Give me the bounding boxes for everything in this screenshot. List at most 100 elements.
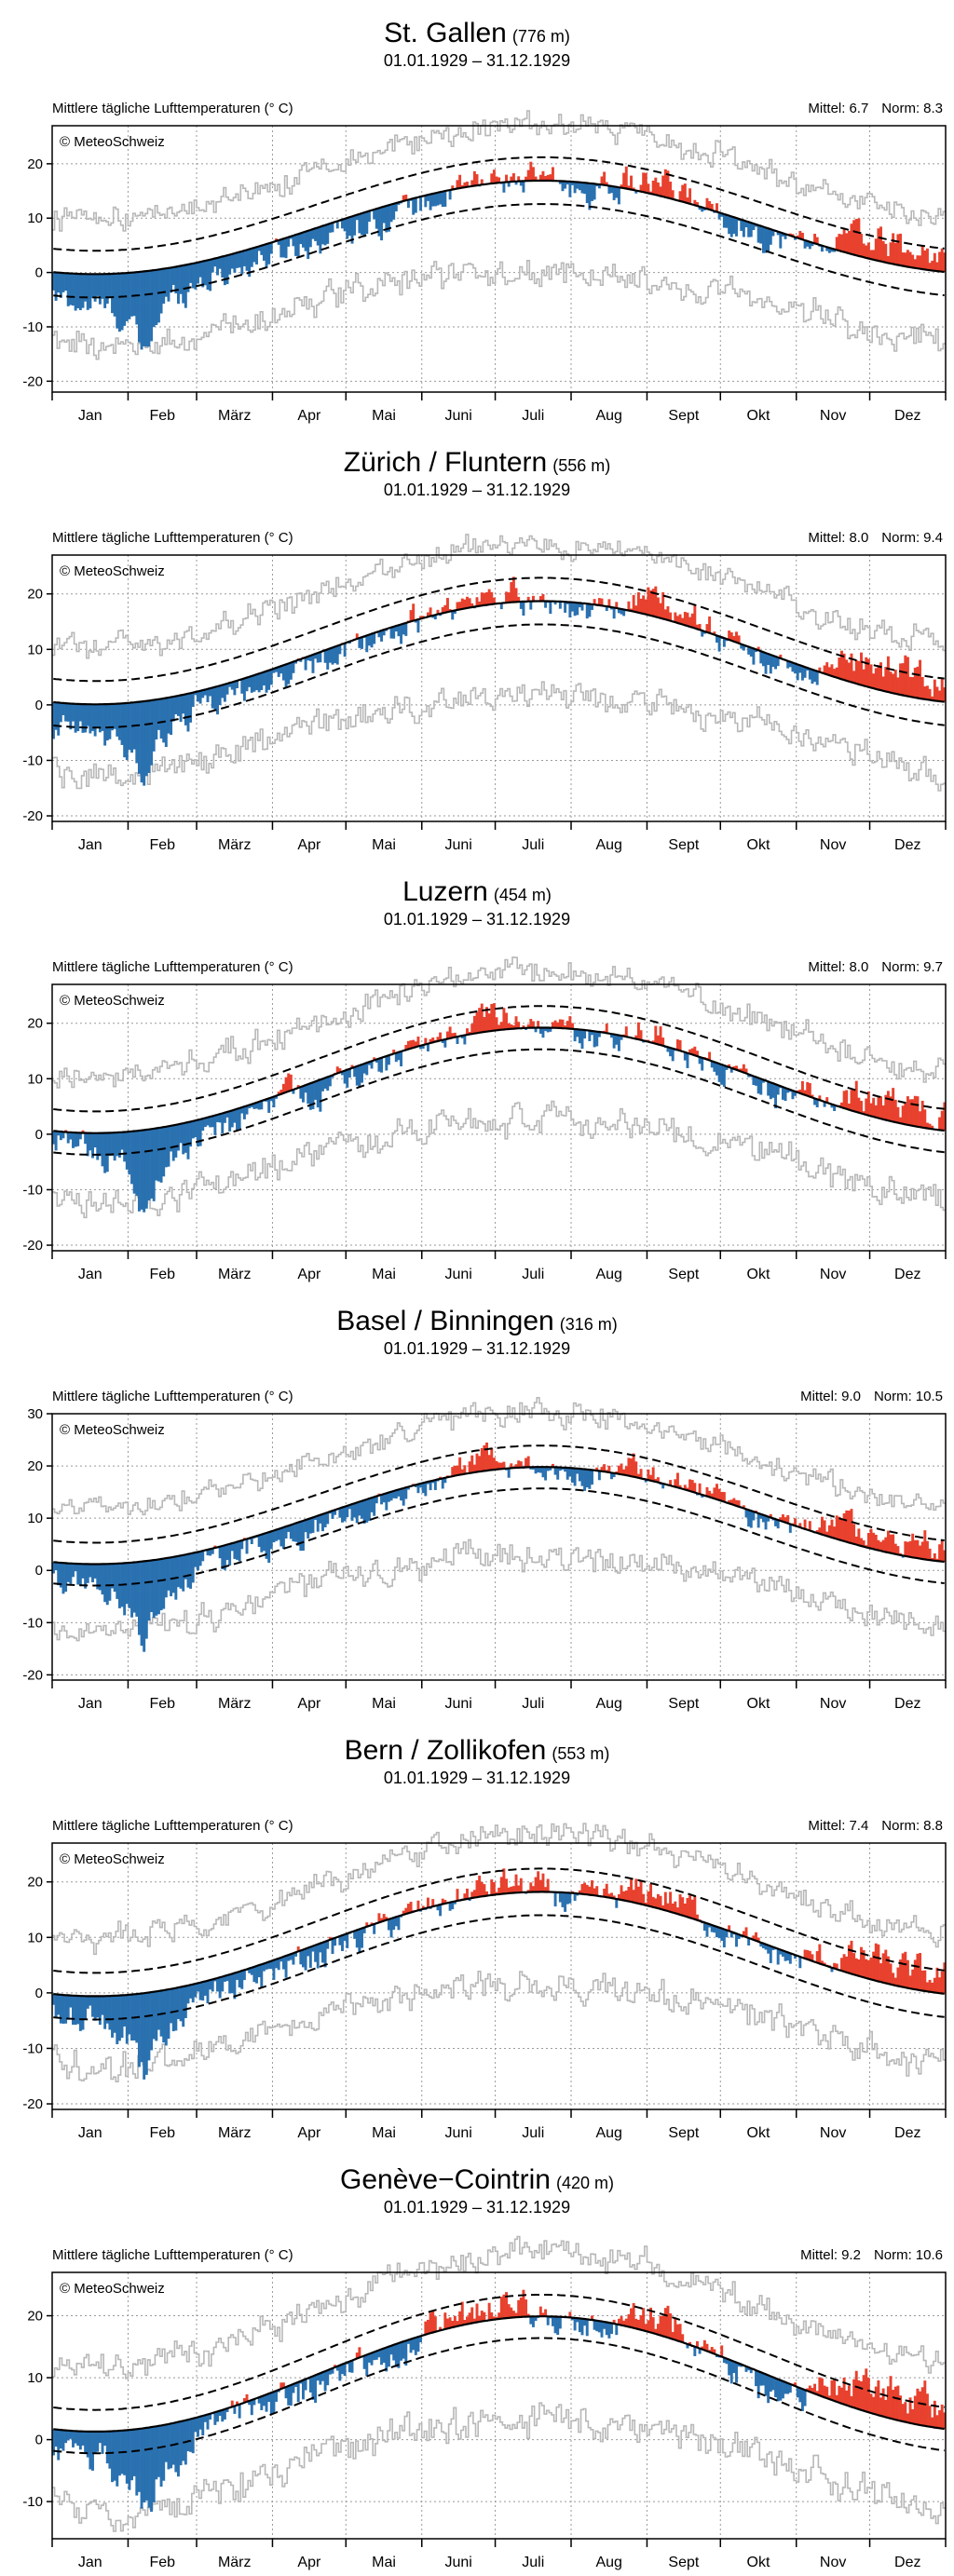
warm-anomaly-bar <box>919 659 922 698</box>
cold-anomaly-bar <box>546 1467 550 1471</box>
cold-anomaly-bar <box>135 2429 139 2496</box>
warm-anomaly-bar <box>845 1510 849 1542</box>
warm-anomaly-bar <box>556 1022 560 1028</box>
cold-anomaly-bar <box>267 1098 271 1113</box>
cold-anomaly-bar <box>448 190 452 200</box>
cold-anomaly-bar <box>143 271 146 346</box>
cold-anomaly-bar <box>213 1115 217 1135</box>
warm-anomaly-bar <box>404 1044 408 1051</box>
warm-anomaly-bar <box>713 1487 716 1499</box>
warm-anomaly-bar <box>840 2387 843 2404</box>
cold-anomaly-bar <box>742 644 745 651</box>
warm-anomaly-bar <box>519 1878 523 1893</box>
y-tick-label: 0 <box>35 698 43 713</box>
cold-anomaly-bar <box>833 1105 837 1111</box>
cold-anomaly-bar <box>91 704 94 731</box>
warm-anomaly-bar <box>908 1099 912 1126</box>
cold-anomaly-bar <box>84 1564 88 1589</box>
cold-anomaly-bar <box>111 1996 114 2038</box>
cold-anomaly-bar <box>240 679 244 694</box>
warm-anomaly-bar <box>485 1891 488 1896</box>
warm-anomaly-bar <box>705 197 709 210</box>
warm-anomaly-bar <box>818 2377 822 2396</box>
cold-anomaly-bar <box>693 2346 697 2356</box>
cold-anomaly-bar <box>194 2418 198 2433</box>
warm-anomaly-bar <box>788 233 792 236</box>
warm-anomaly-bar <box>593 1888 596 1896</box>
warm-anomaly-bar <box>852 220 856 255</box>
warm-anomaly-bar <box>713 631 716 635</box>
warm-anomaly-bar <box>358 2347 361 2358</box>
cold-anomaly-bar <box>167 1557 170 1591</box>
cold-anomaly-bar <box>203 261 207 286</box>
cold-anomaly-bar <box>767 2375 770 2404</box>
warm-anomaly-bar <box>460 598 464 609</box>
warm-anomaly-bar <box>663 609 667 620</box>
cold-anomaly-bar <box>549 1027 552 1032</box>
warm-anomaly-bar <box>511 1886 515 1893</box>
warm-anomaly-bar <box>698 1483 702 1495</box>
cold-anomaly-bar <box>177 2421 180 2477</box>
cold-anomaly-bar <box>392 626 396 639</box>
warm-anomaly-bar <box>854 1080 858 1112</box>
warm-anomaly-bar <box>492 1457 496 1471</box>
cold-anomaly-bar <box>529 1467 533 1470</box>
cold-anomaly-bar <box>578 2318 581 2333</box>
y-axis-label: Mittlere tägliche Lufttemperaturen (° C) <box>52 1389 293 1404</box>
cold-anomaly-bar <box>265 671 268 693</box>
cold-anomaly-bar <box>612 1472 616 1478</box>
cold-anomaly-bar <box>265 1962 268 1970</box>
norm-line <box>53 600 945 706</box>
cold-anomaly-bar <box>242 1970 246 1981</box>
cold-anomaly-bar <box>54 1131 58 1151</box>
warm-anomaly-bar <box>426 612 429 617</box>
cold-anomaly-bar <box>346 1933 349 1948</box>
warm-anomaly-bar <box>564 1025 567 1029</box>
warm-anomaly-bar <box>815 1530 819 1534</box>
warm-anomaly-bar <box>678 191 682 201</box>
month-label: Apr <box>297 408 321 424</box>
warm-anomaly-bar <box>654 586 658 617</box>
station-title: Genève−Cointrin (420 m) <box>0 2163 954 2200</box>
warm-anomaly-bar <box>624 166 628 189</box>
cold-anomaly-bar <box>308 1083 312 1110</box>
month-label: Okt <box>747 1267 770 1282</box>
cold-anomaly-bar <box>429 194 432 210</box>
cold-anomaly-bar <box>228 1974 232 1994</box>
cold-anomaly-bar <box>206 1549 210 1556</box>
cold-anomaly-bar <box>553 2316 557 2334</box>
warm-anomaly-bar <box>603 1888 606 1897</box>
cold-anomaly-bar <box>534 1027 538 1033</box>
cold-anomaly-bar <box>116 1995 119 2044</box>
cold-anomaly-bar <box>683 1051 687 1061</box>
warm-anomaly-bar <box>825 1531 829 1537</box>
warm-anomaly-bar <box>470 180 474 186</box>
cold-anomaly-bar <box>211 687 214 709</box>
warm-anomaly-bar <box>456 602 459 610</box>
month-label: Jan <box>78 2555 102 2570</box>
cold-anomaly-bar <box>265 244 268 269</box>
cold-anomaly-bar <box>732 2361 736 2374</box>
warm-anomaly-bar <box>794 1518 797 1526</box>
warm-anomaly-bar <box>392 1050 396 1054</box>
cold-anomaly-bar <box>519 602 523 609</box>
warm-anomaly-bar <box>409 1040 413 1049</box>
cold-anomaly-bar <box>698 1056 702 1064</box>
cold-anomaly-bar <box>304 2379 307 2391</box>
y-tick-label: 10 <box>27 1071 43 1087</box>
cold-anomaly-bar <box>794 663 797 674</box>
cold-anomaly-bar <box>597 1032 601 1037</box>
cold-anomaly-bar <box>323 650 327 663</box>
cold-anomaly-bar <box>108 703 112 739</box>
cold-anomaly-bar <box>735 1933 738 1947</box>
cold-anomaly-bar <box>86 1996 89 2009</box>
month-label: Nov <box>820 2555 846 2570</box>
warm-anomaly-bar <box>850 1940 853 1974</box>
warm-anomaly-bar <box>632 1453 635 1477</box>
month-label: Nov <box>820 408 846 424</box>
warm-anomaly-bar <box>510 176 513 183</box>
warm-anomaly-bar <box>908 1975 912 1989</box>
warm-anomaly-bar <box>735 631 738 643</box>
cold-anomaly-bar <box>61 2430 65 2451</box>
warm-anomaly-bar <box>906 1541 909 1557</box>
